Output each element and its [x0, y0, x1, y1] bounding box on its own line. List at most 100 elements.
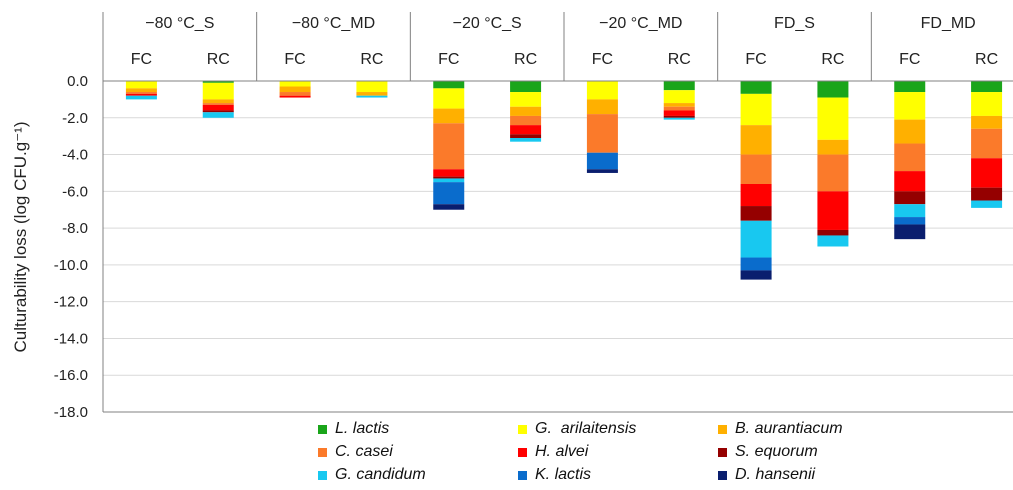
bar-segment: [356, 95, 388, 98]
bar-segment: [202, 104, 234, 111]
bar-segment: [971, 128, 1003, 159]
bar-segment: [586, 169, 618, 173]
bar-segment: [740, 257, 772, 271]
bar-segment: [740, 125, 772, 155]
gridlines: [103, 117, 1013, 413]
bar-segment: [817, 191, 849, 230]
legend-item: G. arilaitensis: [518, 420, 636, 438]
category-label: RC: [821, 51, 844, 68]
bar-segment: [279, 81, 311, 87]
bar-segment: [740, 183, 772, 207]
bar-segment: [663, 81, 695, 91]
legend-item: S. equorum: [718, 443, 818, 461]
bar-segment: [202, 99, 234, 104]
y-tick-label: -2.0: [62, 110, 88, 127]
bar-segment: [971, 92, 1003, 116]
legend-label: G. arilaitensis: [535, 420, 637, 437]
bar-segment: [510, 92, 542, 107]
category-label: FC: [131, 51, 152, 68]
bar-segment: [817, 154, 849, 192]
y-tick-label: -8.0: [62, 220, 88, 237]
bars: [125, 81, 1003, 280]
legend-label: H. alvei: [535, 443, 589, 460]
bar-segment: [433, 81, 465, 89]
bar-segment: [586, 114, 618, 153]
legend-item: C. casei: [318, 443, 393, 461]
bar-segment: [433, 204, 465, 210]
legend-item: G. candidum: [318, 466, 426, 484]
bar-segment: [356, 81, 388, 93]
group-label: −20 °C_MD: [599, 15, 682, 32]
category-label: RC: [360, 51, 383, 68]
legend-swatch: [518, 447, 527, 457]
bar-segment: [740, 81, 772, 94]
bar-segment: [510, 106, 542, 116]
y-tick-label: -10.0: [54, 257, 88, 274]
group-label: −80 °C_MD: [292, 15, 375, 32]
bar-segment: [740, 270, 772, 280]
legend-swatch: [718, 447, 727, 457]
bar-segment: [356, 92, 388, 96]
y-tick-label: -6.0: [62, 183, 88, 200]
bar-segment: [663, 90, 695, 104]
bar-segment: [433, 178, 465, 183]
bar-segment: [510, 81, 542, 93]
y-tick-label: -14.0: [54, 330, 88, 347]
category-label: RC: [975, 51, 998, 68]
legend-label: G. candidum: [335, 466, 426, 483]
y-tick-label: -18.0: [54, 404, 88, 421]
legend-swatch: [718, 424, 727, 434]
bar-segment: [279, 92, 311, 96]
legend-swatch: [518, 470, 527, 480]
category-label: RC: [207, 51, 230, 68]
bar-segment: [586, 99, 618, 115]
bar-segment: [663, 115, 695, 118]
bar-segment: [740, 220, 772, 258]
bar-segment: [202, 82, 234, 100]
group-label: FD_S: [774, 15, 815, 32]
bar-segment: [433, 182, 465, 205]
y-tick-label: -12.0: [54, 294, 88, 311]
legend-swatch: [318, 470, 327, 480]
legend-label: K. lactis: [535, 466, 592, 483]
category-label: FC: [745, 51, 766, 68]
legend-label: B. aurantiacum: [735, 420, 843, 437]
bar-segment: [971, 115, 1003, 129]
bar-segment: [510, 138, 542, 142]
bar-segment: [817, 235, 849, 247]
bar-segment: [663, 117, 695, 120]
bar-segment: [971, 81, 1003, 93]
bar-segment: [971, 200, 1003, 208]
axes: 0.0 -2.0 -4.0 -6.0 -8.0 -10.0 -12.0 -14.0 -16.0 -…: [54, 12, 1013, 421]
bar-segment: [971, 158, 1003, 188]
bar-segment: [279, 86, 311, 93]
legend-label: C. casei: [335, 443, 393, 460]
group-label: −20 °C_S: [453, 15, 522, 32]
group-label: FD_MD: [921, 15, 976, 32]
y-tick-label: -16.0: [54, 367, 88, 384]
legend-item: L. lactis: [318, 420, 389, 438]
legend-swatch: [318, 447, 327, 457]
legend-item: B. aurantiacum: [718, 420, 843, 438]
bar-segment: [202, 103, 234, 105]
y-tick-label: 0.0: [67, 73, 88, 90]
category-label: RC: [668, 51, 691, 68]
bar-segment: [817, 97, 849, 140]
bar-segment: [740, 93, 772, 126]
legend-item: H. alvei: [518, 443, 588, 461]
bar-segment: [894, 81, 926, 93]
category-label: FC: [438, 51, 459, 68]
bar-segment: [971, 187, 1003, 201]
bar-segment: [433, 176, 465, 179]
bar-segment: [894, 92, 926, 120]
bar-segment: [894, 191, 926, 205]
bar-segment: [817, 139, 849, 155]
bar-segment: [125, 88, 157, 93]
bar-segment: [740, 154, 772, 184]
bar-segment: [894, 143, 926, 172]
bar-segment: [663, 110, 695, 116]
legend-swatch: [318, 424, 327, 434]
legend-label: D. hansenii: [735, 466, 816, 483]
bar-segment: [894, 204, 926, 218]
